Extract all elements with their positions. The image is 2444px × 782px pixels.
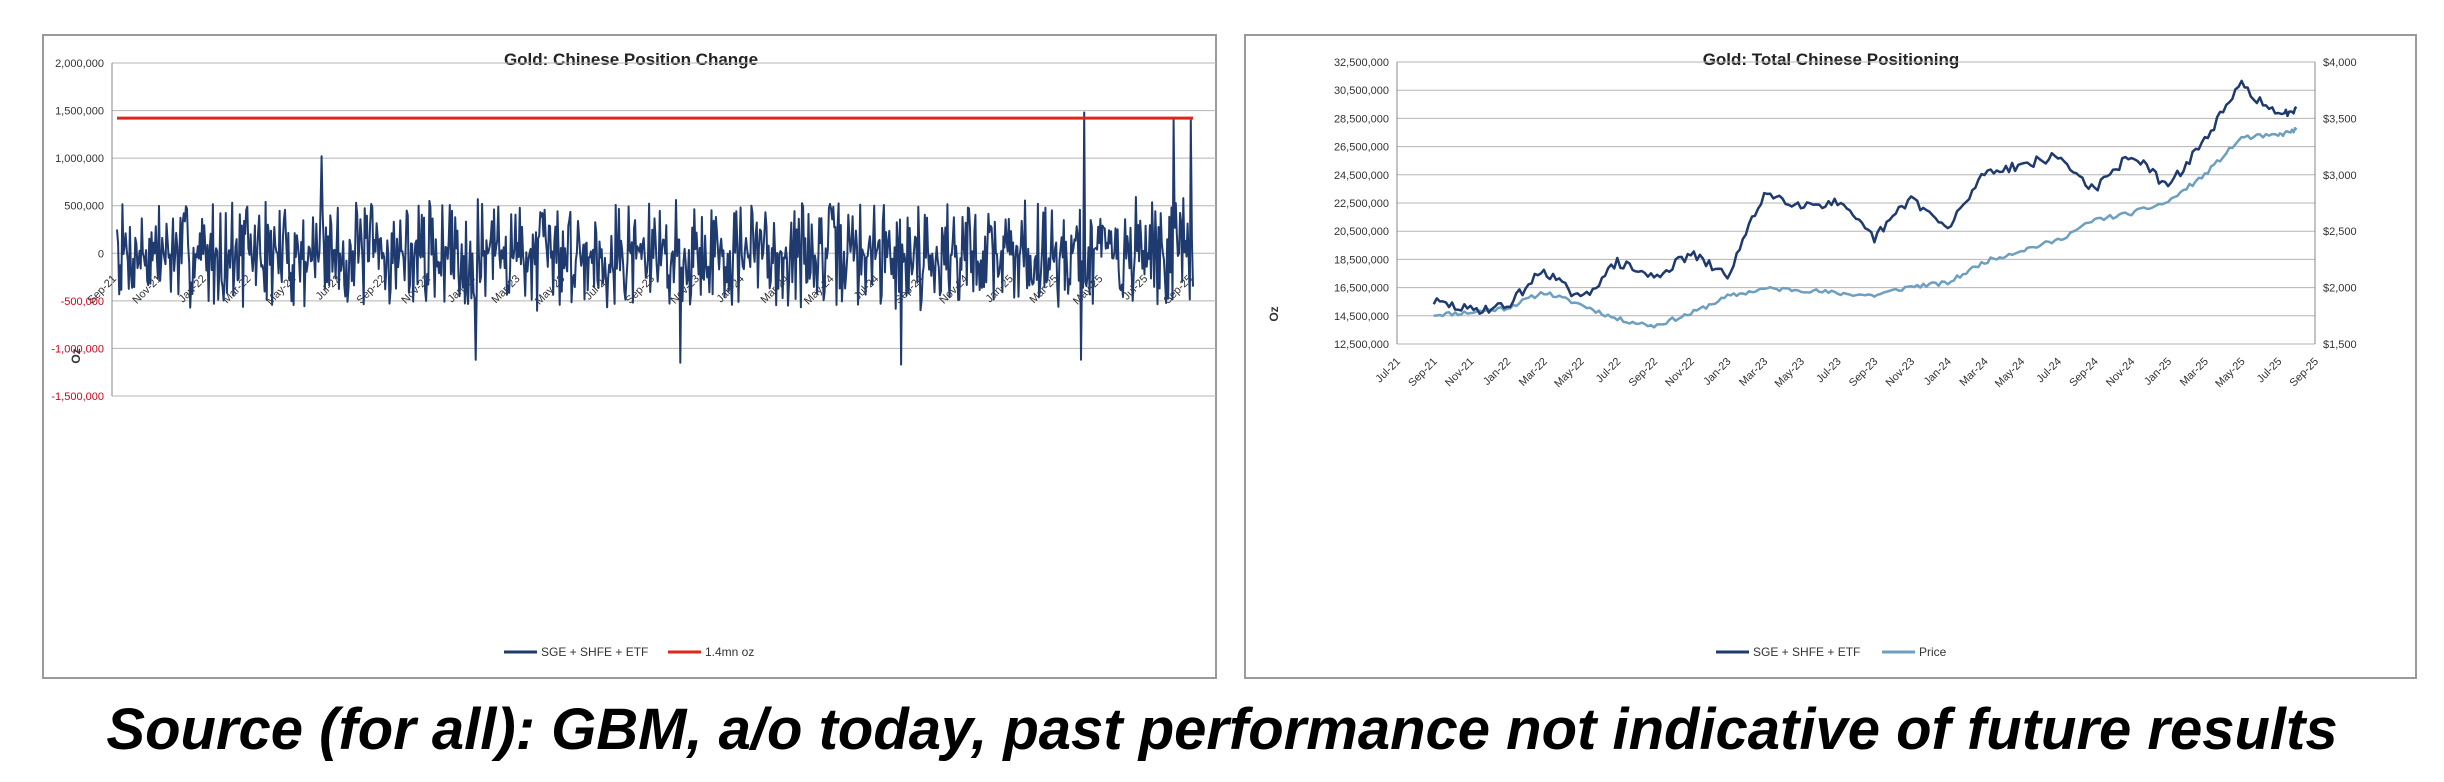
x-tick-label: May-24 [1993,356,2027,390]
x-tick-label: Sep-22 [355,273,389,307]
y-tick-label: 12,500,000 [1334,339,1389,351]
y-tick-label: 24,500,000 [1334,170,1389,182]
y2-tick-label: $2,000 [2323,283,2357,295]
series-line-sge-shfe-etf [1432,79,2298,315]
y-tick-label: 16,500,000 [1334,283,1389,295]
x-tick-label: Jan-23 [1701,356,1733,388]
y-tick-label: 14,500,000 [1334,311,1389,323]
y2-tick-labels: $4,000 $3,500 $3,000 $2,500 $2,000 $1,500 [2323,57,2357,351]
x-tick-label: Sep-25 [2288,356,2322,390]
x-tick-label: Jul-25 [2255,356,2285,386]
x-tick-label: Jan-25 [984,273,1016,305]
chart-title: Gold: Chinese Position Change [504,50,758,69]
legend-label-series-1: SGE + SHFE + ETF [1753,645,1860,659]
y2-tick-label: $1,500 [2323,339,2357,351]
legend: SGE + SHFE + ETF Price [1716,645,1947,659]
chart-position-change: Gold: Chinese Position Change Oz 2,000,0… [42,34,1217,679]
source-footnote: Source (for all): GBM, a/o today, past p… [106,697,2338,762]
y2-tick-label: $2,500 [2323,226,2357,238]
x-tick-label: Mar-23 [1737,356,1770,389]
x-tick-label: Jan-24 [1922,356,1954,388]
x-tick-label: May-23 [1773,356,1807,390]
y-tick-label: 1,000,000 [55,153,104,165]
series-group [1432,79,2298,329]
y2-tick-label: $3,500 [2323,113,2357,125]
x-tick-label: Sep-24 [2067,356,2101,390]
x-tick-label: May-25 [2213,356,2247,390]
x-tick-label: Sep-23 [1847,356,1881,390]
x-tick-label: Nov-24 [2104,356,2138,390]
x-tick-label: Jul-24 [2034,356,2064,386]
y2-tick-label: $3,000 [2323,170,2357,182]
x-tick-label: Jul-23 [1814,356,1844,386]
legend-label-series-1: SGE + SHFE + ETF [541,645,648,659]
y-tick-label: 26,500,000 [1334,142,1389,154]
y2-tick-label: $4,000 [2323,57,2357,69]
y-tick-label: 1,500,000 [55,106,104,118]
x-tick-label: Nov-23 [1884,356,1918,390]
x-tick-label: Sep-21 [1406,356,1440,390]
y-tick-label: 22,500,000 [1334,198,1389,210]
y-tick-label: -1,000,000 [51,343,104,355]
y-axis-label: Oz [1267,306,1281,321]
y-tick-label: -1,500,000 [51,391,104,403]
x-tick-label: Sep-22 [1627,356,1661,390]
chart-total-positioning: Gold: Total Chinese Positioning Oz 32,50… [1244,34,2417,679]
y-tick-label: 32,500,000 [1334,57,1389,69]
y-tick-label: 30,500,000 [1334,85,1389,97]
x-tick-labels: Jul-21 Sep-21 Nov-21 Jan-22 Mar-22 May-22 Jul-… [1373,356,2321,390]
y-tick-label: 0 [98,248,104,260]
y-tick-label: 2,000,000 [55,58,104,70]
y-tick-label: 500,000 [64,201,104,213]
x-tick-label: Sep-23 [624,273,658,307]
chart-total-positioning-svg: Gold: Total Chinese Positioning Oz 32,50… [1267,50,2357,659]
chart-title: Gold: Total Chinese Positioning [1703,50,1960,69]
gridlines [111,62,1216,397]
chart-position-change-svg: Gold: Chinese Position Change Oz 2,000,0… [51,50,1216,659]
x-tick-label: Mar-25 [2178,356,2211,389]
legend-label-series-2: 1.4mn oz [705,645,754,659]
y-tick-labels: 32,500,000 30,500,000 28,500,000 26,500,000… [1334,57,1389,351]
x-tick-label: Nov-22 [1663,356,1697,390]
x-tick-label: May-22 [1552,356,1586,390]
y-tick-label: -500,000 [61,296,104,308]
legend: SGE + SHFE + ETF 1.4mn oz [504,645,754,659]
gridlines [1396,61,2316,345]
x-tick-label: Nov-21 [1443,356,1477,390]
series-group [116,111,1194,366]
series-line-price [1433,126,2298,329]
legend-label-series-2: Price [1919,645,1947,659]
y-axis-label: Oz [69,348,83,363]
x-tick-label: Jul-25 [1121,273,1151,303]
x-tick-label: Mar-24 [1958,356,1991,389]
x-tick-label: Jul-21 [1373,356,1403,386]
x-tick-label: Mar-22 [1517,356,1550,389]
x-tick-label: Jan-22 [1481,356,1513,388]
y-tick-label: 20,500,000 [1334,226,1389,238]
y-tick-labels: 2,000,000 1,500,000 1,000,000 500,000 0 -500,… [51,58,104,403]
y-tick-label: 18,500,000 [1334,254,1389,266]
x-tick-label: Jul-22 [1594,356,1624,386]
series-line-sge-shfe-etf [116,111,1194,366]
y-tick-label: 28,500,000 [1334,113,1389,125]
x-tick-label: Jan-25 [2142,356,2174,388]
